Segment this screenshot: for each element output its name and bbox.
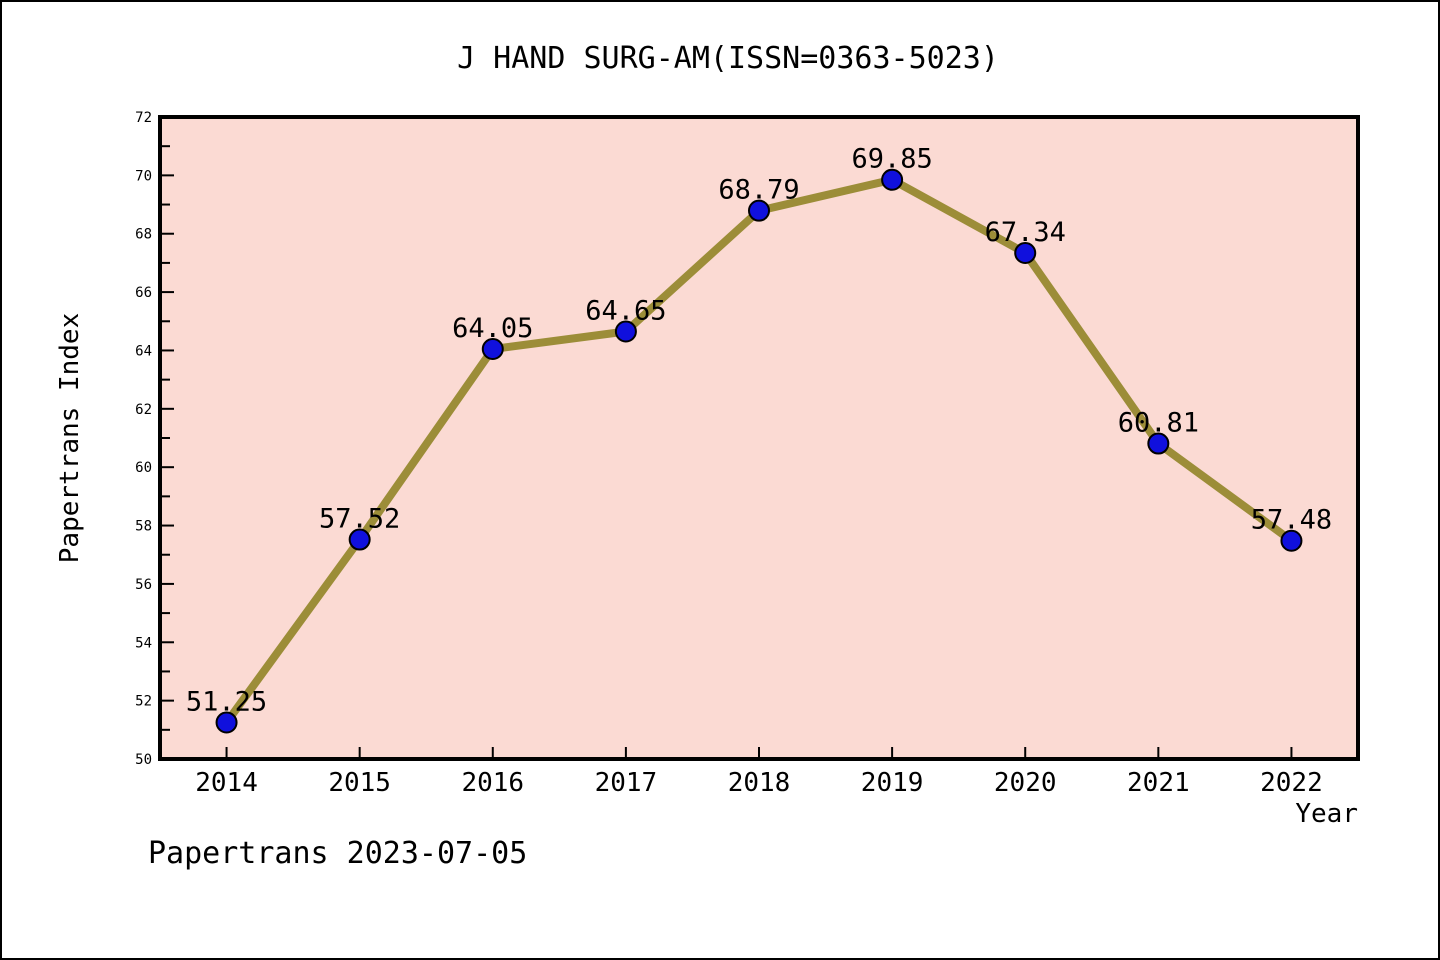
x-tick-label: 2018 (728, 768, 791, 798)
data-point-label: 68.79 (718, 175, 799, 206)
x-tick-label: 2015 (328, 768, 391, 798)
data-point (1280, 529, 1303, 552)
data-point (614, 320, 637, 343)
x-tick-label: 2016 (461, 768, 524, 798)
x-tick-label: 2022 (1260, 768, 1323, 798)
data-point-label: 64.05 (452, 313, 533, 344)
chart-title: J HAND SURG-AM(ISSN=0363-5023) (457, 41, 999, 76)
y-tick-label: 62 (135, 402, 152, 418)
x-axis-label: Year (1295, 799, 1358, 829)
x-tick-label: 2014 (195, 768, 258, 798)
watermark-text: Papertrans 2023-07-05 (148, 836, 527, 871)
y-tick-label: 50 (135, 752, 152, 768)
y-tick-label: 66 (135, 285, 152, 301)
plot-area-group: 50 52 54 56 58 60 62 64 66 68 70 72 2014 2015 2016 2017… (135, 110, 1360, 798)
data-point (348, 528, 371, 551)
y-axis-label: Papertrans Index (55, 313, 85, 563)
data-point (881, 168, 904, 191)
y-tick-label: 54 (135, 635, 152, 651)
data-point (1014, 241, 1037, 264)
data-point-label: 67.34 (985, 217, 1066, 248)
y-tick-label: 52 (135, 694, 152, 710)
x-tick-label: 2017 (595, 768, 658, 798)
y-tick-label: 58 (135, 519, 152, 535)
x-tick-label: 2021 (1127, 768, 1190, 798)
data-point (481, 337, 504, 360)
data-point-label: 57.48 (1251, 505, 1332, 536)
x-tick-label: 2019 (861, 768, 924, 798)
data-point (748, 199, 770, 222)
y-tick-label: 72 (135, 110, 152, 126)
y-tick-label: 70 (135, 168, 152, 184)
y-tick-label: 68 (135, 227, 152, 243)
y-tick-label: 56 (135, 577, 152, 593)
data-point (215, 711, 238, 734)
data-point-label: 60.81 (1118, 408, 1199, 439)
data-point-label: 64.65 (585, 295, 666, 326)
x-tick-label: 2020 (994, 768, 1057, 798)
data-point (1147, 432, 1170, 455)
data-point-label: 69.85 (851, 144, 932, 175)
data-point-label: 57.52 (319, 504, 400, 535)
y-tick-label: 60 (135, 460, 152, 476)
y-tick-label: 64 (135, 343, 152, 359)
data-point-label: 51.25 (186, 687, 267, 718)
